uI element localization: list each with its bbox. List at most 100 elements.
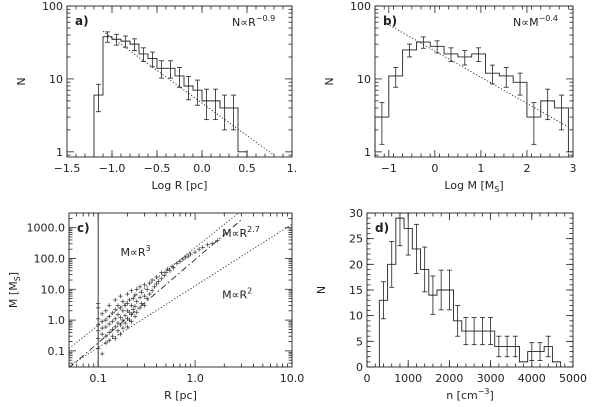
data-point	[95, 301, 101, 306]
panel-label-b: b)	[383, 14, 397, 28]
data-point	[142, 282, 147, 287]
scaling-line-3	[69, 219, 242, 367]
annotation-b: N∝M−0.4	[513, 14, 558, 29]
error-bar-b	[517, 72, 523, 96]
data-point	[142, 303, 147, 308]
y-axis-title-d-text: N	[315, 286, 328, 294]
y-tick-label-b: 10	[357, 73, 371, 86]
x-axis-title-a-text: Log R [pc]	[152, 179, 208, 192]
data-point	[125, 291, 130, 297]
error-bar-d	[529, 342, 535, 361]
data-point	[156, 279, 161, 284]
data-point	[159, 270, 164, 275]
data-point	[115, 320, 121, 326]
data-point	[134, 299, 139, 304]
data-point	[186, 253, 191, 259]
error-bar-b	[420, 36, 426, 49]
y-axis-title-c: M [MS]	[7, 272, 22, 308]
panel-label-d: d)	[375, 221, 389, 235]
y-tick-label-c: 0.1	[48, 345, 66, 358]
x-tick-label-d: 2000	[435, 372, 463, 385]
fit-line-b	[383, 21, 571, 129]
data-point	[113, 316, 118, 322]
error-bar-d	[488, 317, 494, 346]
data-point	[149, 288, 155, 293]
error-bar-d	[471, 317, 477, 346]
error-bar-b	[393, 67, 399, 88]
x-tick-label-c: 1.0	[186, 372, 204, 385]
data-point	[165, 266, 170, 272]
scaling-line-2	[69, 223, 292, 367]
error-bar-a	[231, 94, 236, 131]
y-tick-label-a: 10	[49, 73, 63, 86]
histogram-b	[374, 41, 574, 157]
data-point	[120, 308, 126, 314]
panel-label-c: c)	[77, 221, 90, 235]
error-bar-b	[379, 102, 385, 145]
error-bar-a	[159, 60, 164, 79]
data-point	[115, 303, 121, 308]
histogram-a	[93, 36, 248, 157]
error-bar-a	[186, 76, 191, 101]
data-point	[99, 351, 105, 357]
error-bar-d	[512, 335, 518, 358]
data-point	[171, 265, 176, 270]
y-axis-title-b: N	[323, 77, 336, 85]
y-tick-label-c: 10.0	[41, 283, 66, 296]
y-tick-label-d: 5	[356, 335, 363, 348]
annotation-a: N∝R−0.9	[232, 14, 275, 29]
error-bar-d	[389, 240, 395, 288]
data-point	[107, 330, 112, 335]
data-point	[110, 327, 115, 332]
data-point	[118, 331, 123, 337]
x-tick-label-b: 1	[477, 162, 484, 175]
y-tick-label-b: 100	[350, 0, 371, 13]
plot-frame-d	[366, 212, 574, 368]
error-bar-a	[168, 60, 173, 79]
error-bar-b	[489, 64, 495, 85]
error-bar-a	[222, 94, 227, 131]
y-tick-label-b: 1	[364, 146, 371, 159]
data-point	[209, 241, 215, 246]
error-bar-d	[380, 281, 386, 320]
y-tick-label-a: 100	[42, 0, 63, 13]
data-point	[174, 261, 180, 266]
data-point	[118, 315, 123, 320]
error-bar-d	[545, 335, 551, 358]
x-axis-title-d-end: ]	[490, 389, 494, 402]
data-point	[95, 346, 101, 351]
x-tick-label-a: −1.0	[99, 162, 126, 175]
data-point	[103, 324, 109, 330]
data-point	[95, 316, 101, 322]
scatter-area-c	[69, 213, 292, 367]
error-bar-a	[204, 88, 209, 121]
data-point	[137, 284, 143, 290]
annotation-b-exponent: −0.4	[539, 14, 558, 23]
error-bar-b	[558, 94, 564, 131]
error-bar-a	[141, 47, 146, 62]
data-point	[205, 242, 210, 247]
data-point	[125, 301, 130, 306]
data-point	[154, 281, 159, 287]
data-point	[129, 319, 134, 324]
x-tick-label-a: −0.5	[144, 162, 171, 175]
data-point	[188, 251, 193, 257]
plot-frame-c	[68, 212, 293, 368]
error-bar-d	[405, 212, 411, 256]
panel-label-a: a)	[75, 14, 89, 28]
data-point	[183, 255, 188, 260]
x-tick-label-a: 0.5	[238, 162, 256, 175]
histogram-d	[378, 217, 562, 367]
x-tick-label-d: 3000	[477, 372, 505, 385]
error-bar-b	[448, 47, 454, 62]
data-point	[120, 299, 126, 304]
data-point	[122, 303, 128, 308]
annotation-a-base: N∝R	[232, 16, 256, 29]
data-point	[103, 317, 109, 323]
data-point	[139, 290, 144, 295]
scaling-annotation-3: M∝R2	[222, 287, 252, 302]
y-tick-label-c: 1000.0	[27, 222, 66, 235]
scaling-annotation-3-exponent: 2	[247, 287, 252, 296]
data-point	[95, 336, 101, 341]
panel-b: −1 0 1 2 3 1 10 100 Log M [MS] Nb) N∝M−0.4	[323, 0, 577, 194]
